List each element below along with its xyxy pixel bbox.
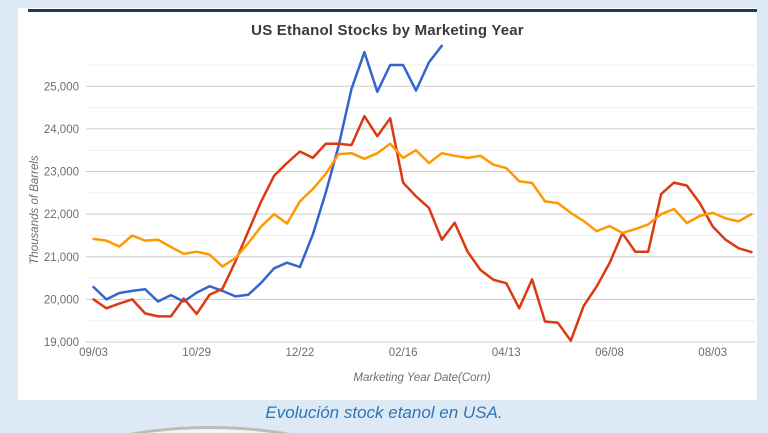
y-tick-label: 23,000 <box>44 167 79 179</box>
series-line-orange <box>92 142 753 268</box>
y-tick-label: 22,000 <box>44 209 79 221</box>
chart-title: US Ethanol Stocks by Marketing Year <box>251 22 524 39</box>
y-tick-label: 19,000 <box>44 337 79 349</box>
y-tick-label: 24,000 <box>44 124 79 136</box>
top-border-rule <box>28 9 757 12</box>
y-tick-label: 20,000 <box>44 294 79 306</box>
y-tick-label: 25,000 <box>44 81 79 93</box>
series-line-blue <box>92 44 444 303</box>
x-tick-label: 04/13 <box>492 347 521 359</box>
y-tick-label: 21,000 <box>44 252 79 264</box>
series-line-red <box>92 114 753 342</box>
x-tick-label: 09/03 <box>79 347 108 359</box>
x-axis-title: Marketing Year Date(Corn) <box>353 372 490 384</box>
x-tick-label: 12/22 <box>286 347 315 359</box>
caption-text: Evolución stock etanol en USA. <box>265 403 503 422</box>
x-tick-label: 10/29 <box>182 347 211 359</box>
x-tick-label: 08/03 <box>698 347 727 359</box>
x-tick-label: 02/16 <box>389 347 418 359</box>
y-axis-title: Thousands of Barrels <box>29 155 41 265</box>
x-tick-label: 06/08 <box>595 347 624 359</box>
